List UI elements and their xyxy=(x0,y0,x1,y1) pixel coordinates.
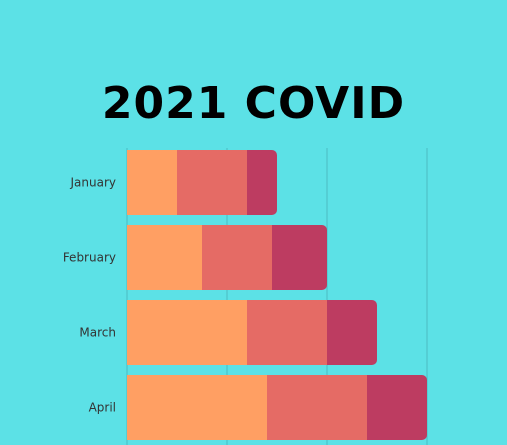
bar-stack xyxy=(127,150,277,215)
bar-segment-series-3 xyxy=(367,375,427,440)
category-label: January xyxy=(70,176,117,190)
bar-stack xyxy=(127,225,327,290)
bar-stack xyxy=(127,300,377,365)
bar-stack xyxy=(127,375,427,440)
bar-segment-series-1 xyxy=(127,150,177,215)
bar-segment-series-3 xyxy=(247,150,277,215)
bar-segment-series-1 xyxy=(127,300,247,365)
category-label: February xyxy=(63,251,116,265)
chart-title: 2021 COVID xyxy=(101,78,406,129)
bar-segment-series-2 xyxy=(177,150,247,215)
bar-segment-series-1 xyxy=(127,225,202,290)
bar-segment-series-2 xyxy=(267,375,367,440)
bar-segment-series-1 xyxy=(127,375,267,440)
bar-segment-series-2 xyxy=(247,300,327,365)
bar-segment-series-3 xyxy=(272,225,327,290)
category-label: March xyxy=(79,326,116,340)
bar-segment-series-2 xyxy=(202,225,272,290)
bar-segment-series-3 xyxy=(327,300,377,365)
category-label: April xyxy=(89,401,116,415)
